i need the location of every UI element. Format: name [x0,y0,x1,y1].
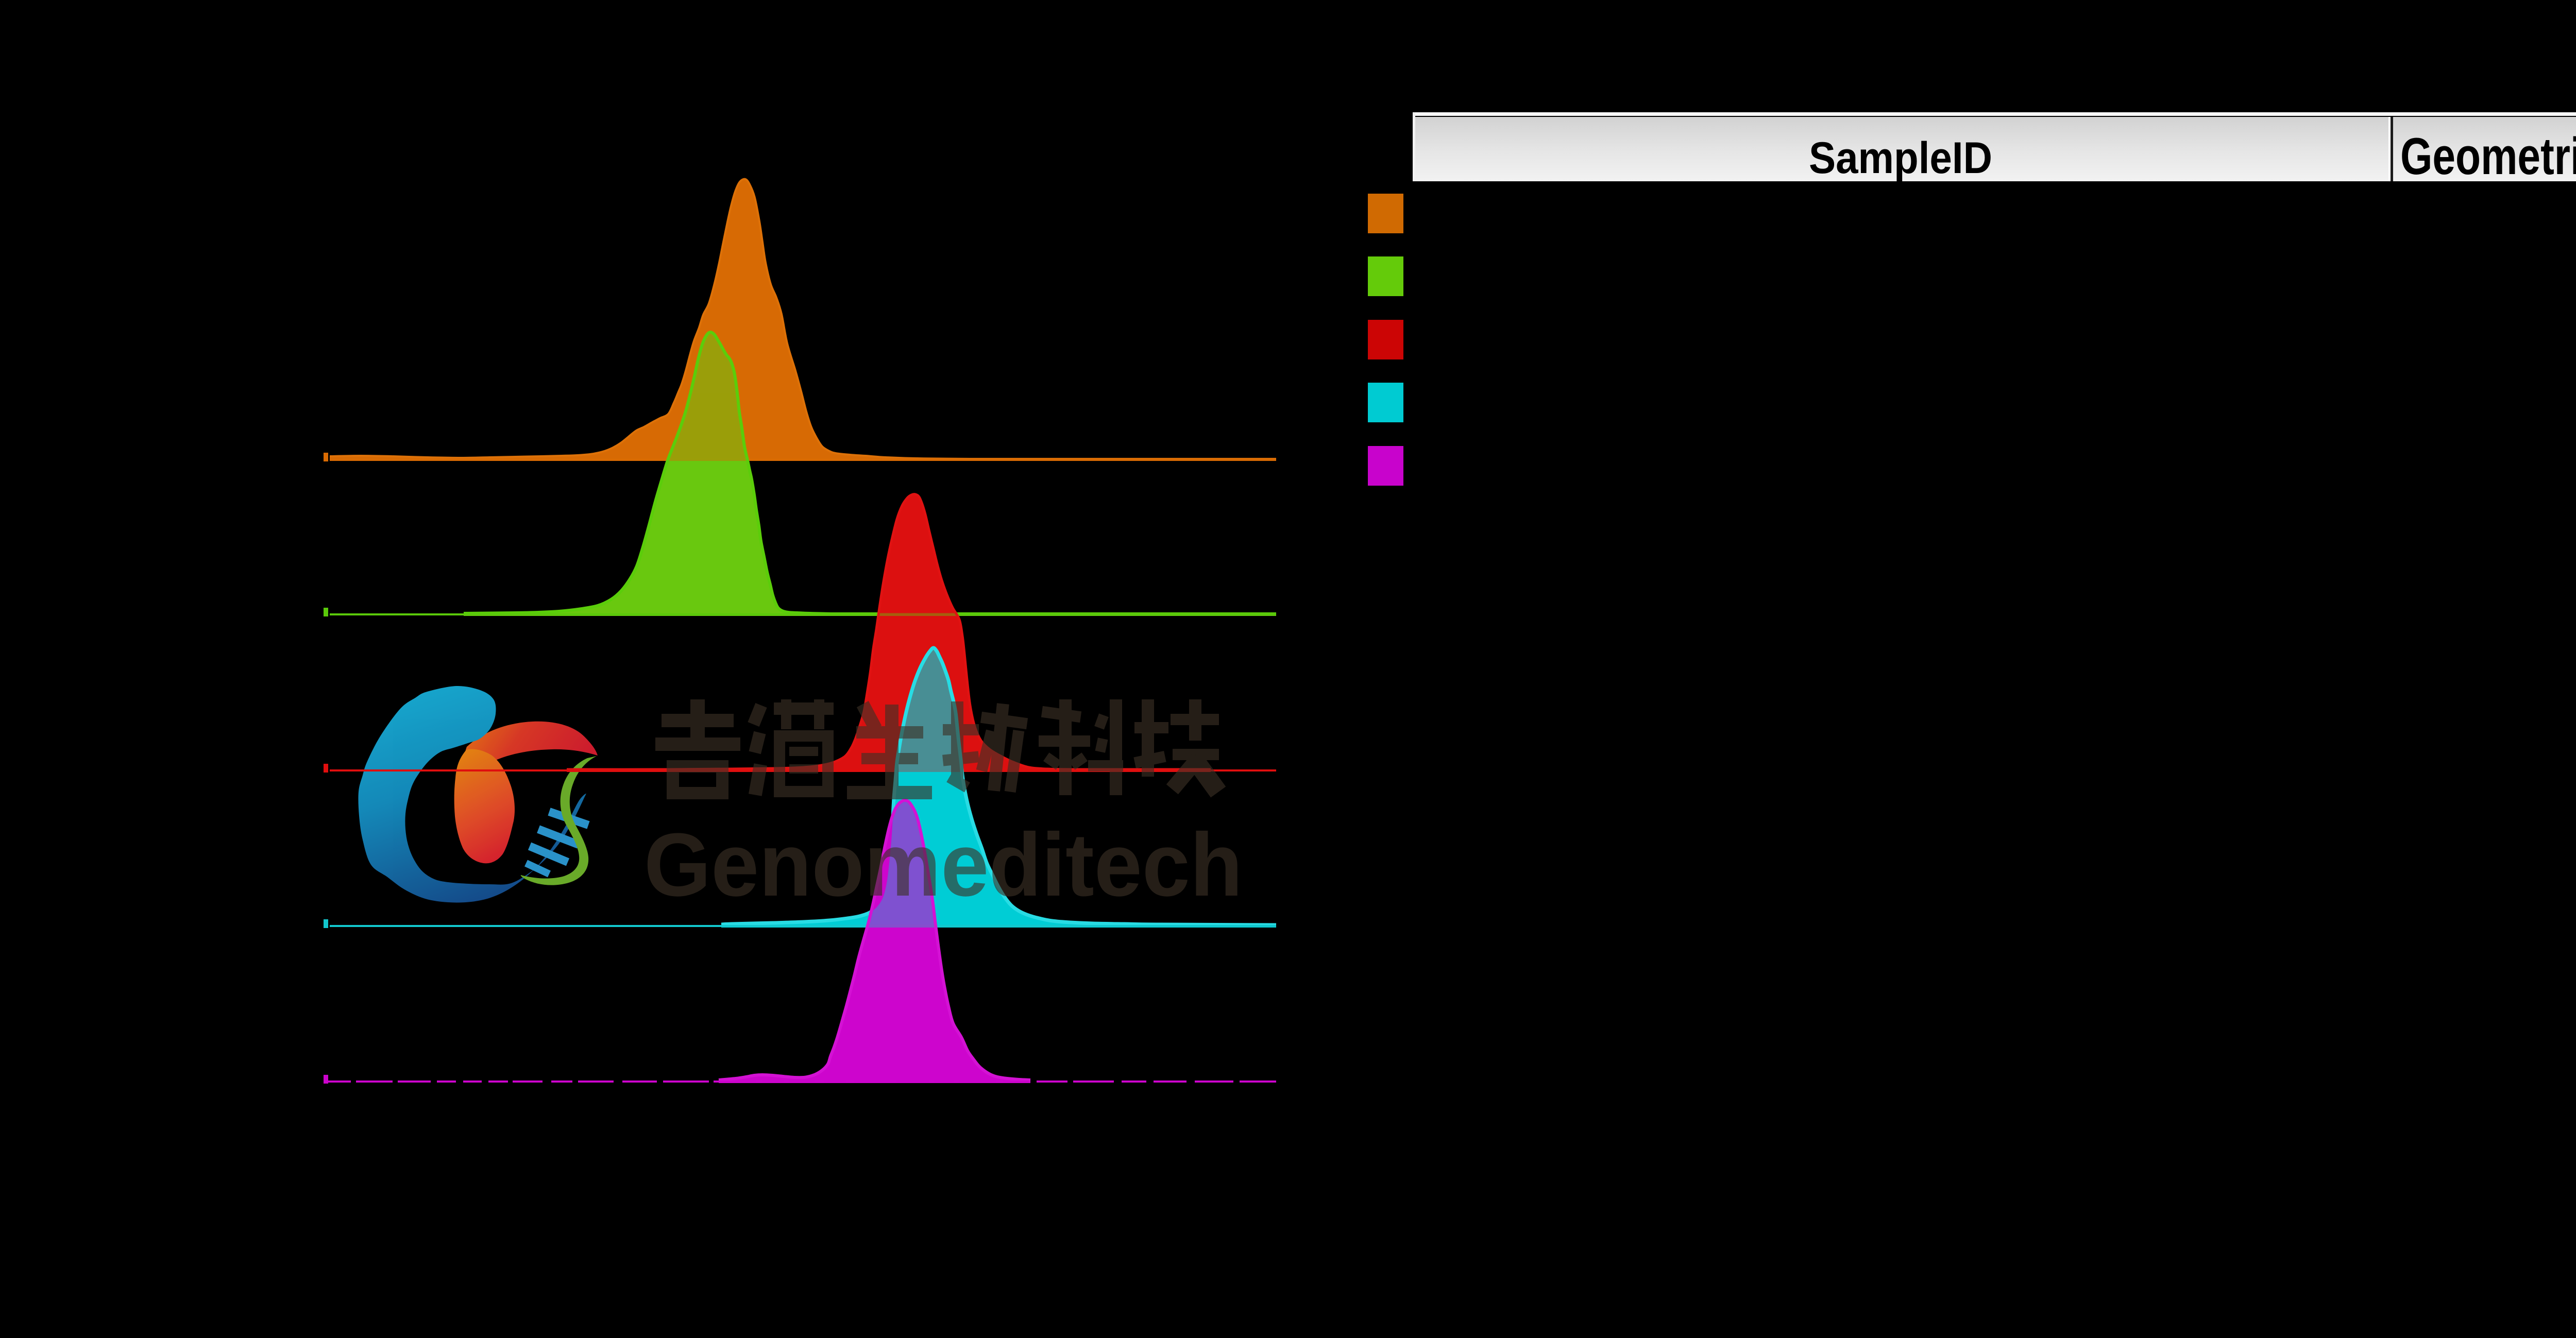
svg-text:Geometric Mean : RL1-H: Geometric Mean : RL1-H [2400,128,2576,185]
svg-text:SampleID: SampleID [1809,133,1992,183]
svg-text:Genomeditech: Genomeditech [644,814,1243,915]
